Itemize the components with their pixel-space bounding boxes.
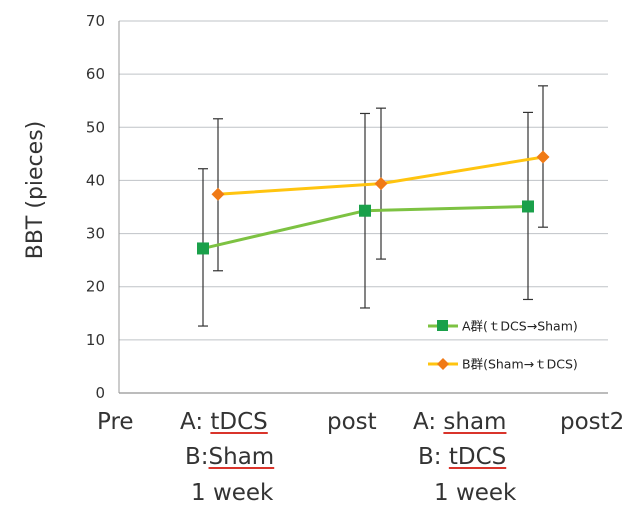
data-point-b-0	[211, 187, 225, 201]
data-point-b-1	[374, 177, 388, 191]
legend: A群(ｔDCS→Sham) B群(Sham→ｔDCS)	[428, 319, 578, 372]
y-axis-label: BBT (pieces)	[23, 121, 48, 260]
phase2-a-prefix: A:	[413, 409, 444, 435]
phase1-b-prefix: B:	[185, 444, 209, 470]
category-label-pre: Pre	[97, 409, 134, 435]
series-lines	[202, 155, 544, 250]
y-tick-label-70: 70	[86, 12, 105, 30]
category-label-post: post	[327, 409, 377, 435]
y-tick-label-50: 50	[86, 118, 105, 136]
phase2-a-label: A: sham	[413, 411, 506, 434]
data-point-a-1	[359, 204, 371, 217]
phase2-b-label: B: tDCS	[418, 446, 506, 469]
y-tick-label-30: 30	[86, 225, 105, 243]
data-point-a-0	[197, 242, 209, 255]
phase2-duration: 1 week	[434, 480, 517, 506]
category-label-post2: post2	[560, 409, 625, 435]
phase1-a-label: A: tDCS	[180, 411, 268, 434]
data-point-b-2	[536, 150, 550, 164]
y-tick-label-0: 0	[95, 384, 105, 402]
phase1-duration: 1 week	[191, 480, 274, 506]
y-tick-label-60: 60	[86, 65, 105, 83]
phase1-b-label: B:Sham	[185, 446, 274, 469]
data-point-a-2	[522, 200, 534, 213]
y-tick-label-10: 10	[86, 331, 105, 349]
phase1-a-value: tDCS	[210, 409, 268, 435]
phase2-b-value: tDCS	[448, 444, 507, 470]
series-markers	[197, 150, 550, 255]
phase2-b-prefix: B:	[418, 444, 449, 470]
phase1-a-prefix: A:	[180, 409, 211, 435]
y-axis: 0 10 20 30 40 50 60 70	[86, 12, 120, 402]
legend-marker-a	[437, 320, 448, 331]
y-tick-label-20: 20	[86, 278, 105, 296]
legend-marker-b	[437, 358, 449, 370]
gridlines	[119, 20, 608, 394]
phase2-a-value: sham	[443, 409, 507, 435]
legend-label-b: B群(Sham→ｔDCS)	[462, 357, 578, 372]
phase1-b-value: Sham	[208, 444, 275, 470]
y-tick-label-40: 40	[86, 171, 105, 189]
legend-label-a: A群(ｔDCS→Sham)	[462, 319, 578, 334]
